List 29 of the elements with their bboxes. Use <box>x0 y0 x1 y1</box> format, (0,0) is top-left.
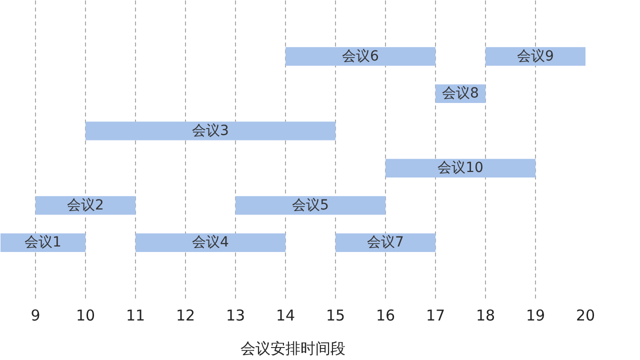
x-tick-label: 18 <box>476 306 496 324</box>
data-label: 会议1 <box>24 234 62 251</box>
x-tick-label: 10 <box>76 306 96 324</box>
bar <box>86 122 336 140</box>
data-label: 会议6 <box>342 48 380 64</box>
x-axis-title: 会议安排时间段 <box>240 340 346 358</box>
x-tick-label: 20 <box>576 306 596 324</box>
x-tick-label: 12 <box>176 306 196 324</box>
data-label: 会议7 <box>367 234 404 251</box>
data-label: 会议9 <box>517 48 554 64</box>
data-label: 会议5 <box>292 197 329 214</box>
x-tick-label: 13 <box>226 306 246 324</box>
bar <box>286 47 436 66</box>
x-tick-label: 16 <box>376 306 396 324</box>
x-tick-label: 19 <box>526 306 546 324</box>
bar <box>236 196 386 215</box>
data-label: 会议3 <box>192 122 229 139</box>
x-tick-label: 15 <box>326 306 346 324</box>
data-label: 会议2 <box>67 197 104 214</box>
bar <box>136 233 286 252</box>
data-label: 会议10 <box>438 160 484 176</box>
bar <box>386 158 536 178</box>
x-tick-label: 9 <box>30 306 40 324</box>
bar <box>336 233 436 252</box>
x-tick-label: 17 <box>426 306 446 324</box>
x-tick-label: 14 <box>276 306 296 324</box>
x-tick-label: 11 <box>126 306 146 324</box>
data-label: 会议4 <box>192 234 230 251</box>
data-label: 会议8 <box>442 86 479 102</box>
